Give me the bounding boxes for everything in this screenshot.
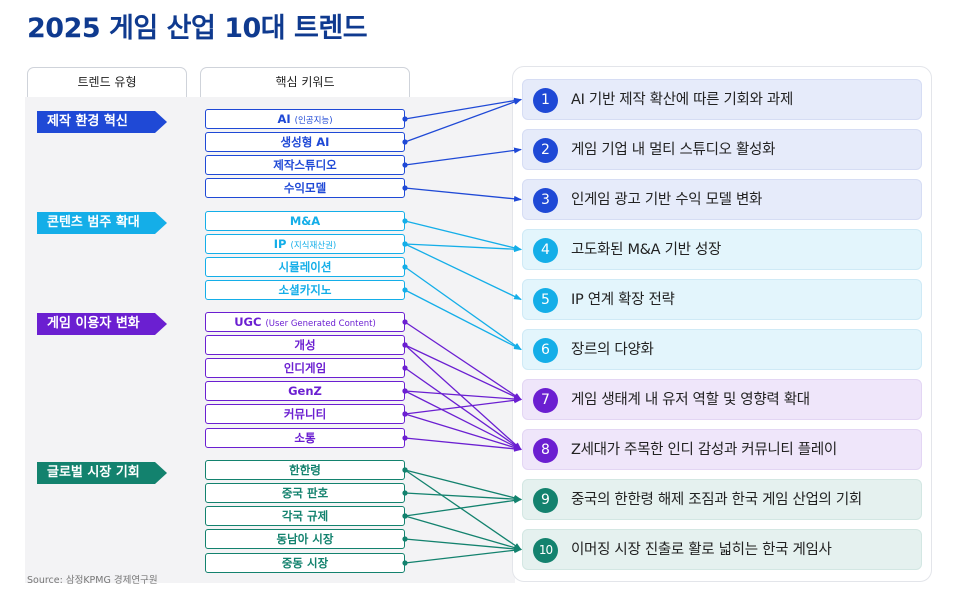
keyword-communication: 소통 <box>205 428 405 448</box>
keyword-middle-east-market: 중동 시장 <box>205 553 405 573</box>
keyword-sub: (인공지능) <box>294 116 333 126</box>
trend-text: 장르의 다양화 <box>571 342 654 358</box>
trend-text: Z세대가 주목한 인디 감성과 커뮤니티 플레이 <box>571 442 837 458</box>
keyword-label: IP <box>273 237 287 251</box>
trend-number-badge: 5 <box>533 288 558 313</box>
keyword-social-casino: 소셜카지노 <box>205 280 405 300</box>
keyword-ugc: UGC (User Generated Content) <box>205 312 405 332</box>
trend-text: 고도화된 M&A 기반 성장 <box>571 242 722 258</box>
keyword-simulation: 시뮬레이션 <box>205 257 405 277</box>
trend-10: 10 이머징 시장 진출로 활로 넓히는 한국 게임사 <box>522 529 922 570</box>
trend-6: 6 장르의 다양화 <box>522 329 922 370</box>
keyword-sea-market: 동남아 시장 <box>205 529 405 549</box>
trend-5: 5 IP 연계 확장 전략 <box>522 279 922 320</box>
trend-7: 7 게임 생태계 내 유저 역할 및 영향력 확대 <box>522 379 922 420</box>
trend-9: 9 중국의 한한령 해제 조짐과 한국 게임 산업의 기회 <box>522 479 922 520</box>
trend-text: 게임 생태계 내 유저 역할 및 영향력 확대 <box>571 392 810 408</box>
keyword-ai: AI (인공지능) <box>205 109 405 129</box>
trend-number-badge: 10 <box>533 538 558 563</box>
trend-text: 이머징 시장 진출로 활로 넓히는 한국 게임사 <box>571 542 832 558</box>
keyword-indie-game: 인디게임 <box>205 358 405 378</box>
trend-number-badge: 2 <box>533 138 558 163</box>
category-content-expansion: 콘텐츠 범주 확대 <box>37 212 167 234</box>
keyword-label: AI <box>277 112 291 126</box>
trend-2: 2 게임 기업 내 멀티 스튜디오 활성화 <box>522 129 922 170</box>
trend-text: AI 기반 제작 확산에 따른 기회와 과제 <box>571 92 794 108</box>
keyword-ip: IP (지식재산권) <box>205 234 405 254</box>
trend-text: 인게임 광고 기반 수익 모델 변화 <box>571 192 763 208</box>
trend-number-badge: 8 <box>533 438 558 463</box>
keyword-revenue-model: 수익모델 <box>205 178 405 198</box>
trend-number-badge: 6 <box>533 338 558 363</box>
source-note: Source: 삼정KPMG 경제연구원 <box>27 575 158 586</box>
trend-text: 중국의 한한령 해제 조짐과 한국 게임 산업의 기회 <box>571 492 862 508</box>
keyword-hanhanryeong: 한한령 <box>205 460 405 480</box>
keyword-regulations: 각국 규제 <box>205 506 405 526</box>
keyword-sub: (지식재산권) <box>290 241 337 251</box>
header-trend-type: 트렌드 유형 <box>27 67 187 101</box>
page-title: 2025 게임 산업 10대 트렌드 <box>27 13 368 44</box>
keyword-generative-ai: 생성형 AI <box>205 132 405 152</box>
category-production-innovation: 제작 환경 혁신 <box>37 111 167 133</box>
keyword-genz: GenZ <box>205 381 405 401</box>
trend-number-badge: 7 <box>533 388 558 413</box>
trend-text: IP 연계 확장 전략 <box>571 292 675 308</box>
keyword-production-studio: 제작스튜디오 <box>205 155 405 175</box>
trend-4: 4 고도화된 M&A 기반 성장 <box>522 229 922 270</box>
trend-text: 게임 기업 내 멀티 스튜디오 활성화 <box>571 142 776 158</box>
trend-3: 3 인게임 광고 기반 수익 모델 변화 <box>522 179 922 220</box>
trend-number-badge: 1 <box>533 88 558 113</box>
keyword-label: UGC <box>234 315 262 329</box>
trend-number-badge: 9 <box>533 488 558 513</box>
trend-8: 8 Z세대가 주목한 인디 감성과 커뮤니티 플레이 <box>522 429 922 470</box>
trend-number-badge: 3 <box>533 188 558 213</box>
trend-1: 1 AI 기반 제작 확산에 따른 기회와 과제 <box>522 79 922 120</box>
category-user-change: 게임 이용자 변화 <box>37 313 167 335</box>
header-keywords: 핵심 키워드 <box>200 67 410 101</box>
keyword-community: 커뮤니티 <box>205 404 405 424</box>
keyword-individuality: 개성 <box>205 335 405 355</box>
trend-number-badge: 4 <box>533 238 558 263</box>
keyword-sub: (User Generated Content) <box>265 319 376 329</box>
keyword-china-license: 중국 판호 <box>205 483 405 503</box>
keyword-ma: M&A <box>205 211 405 231</box>
category-global-opportunity: 글로벌 시장 기회 <box>37 462 167 484</box>
